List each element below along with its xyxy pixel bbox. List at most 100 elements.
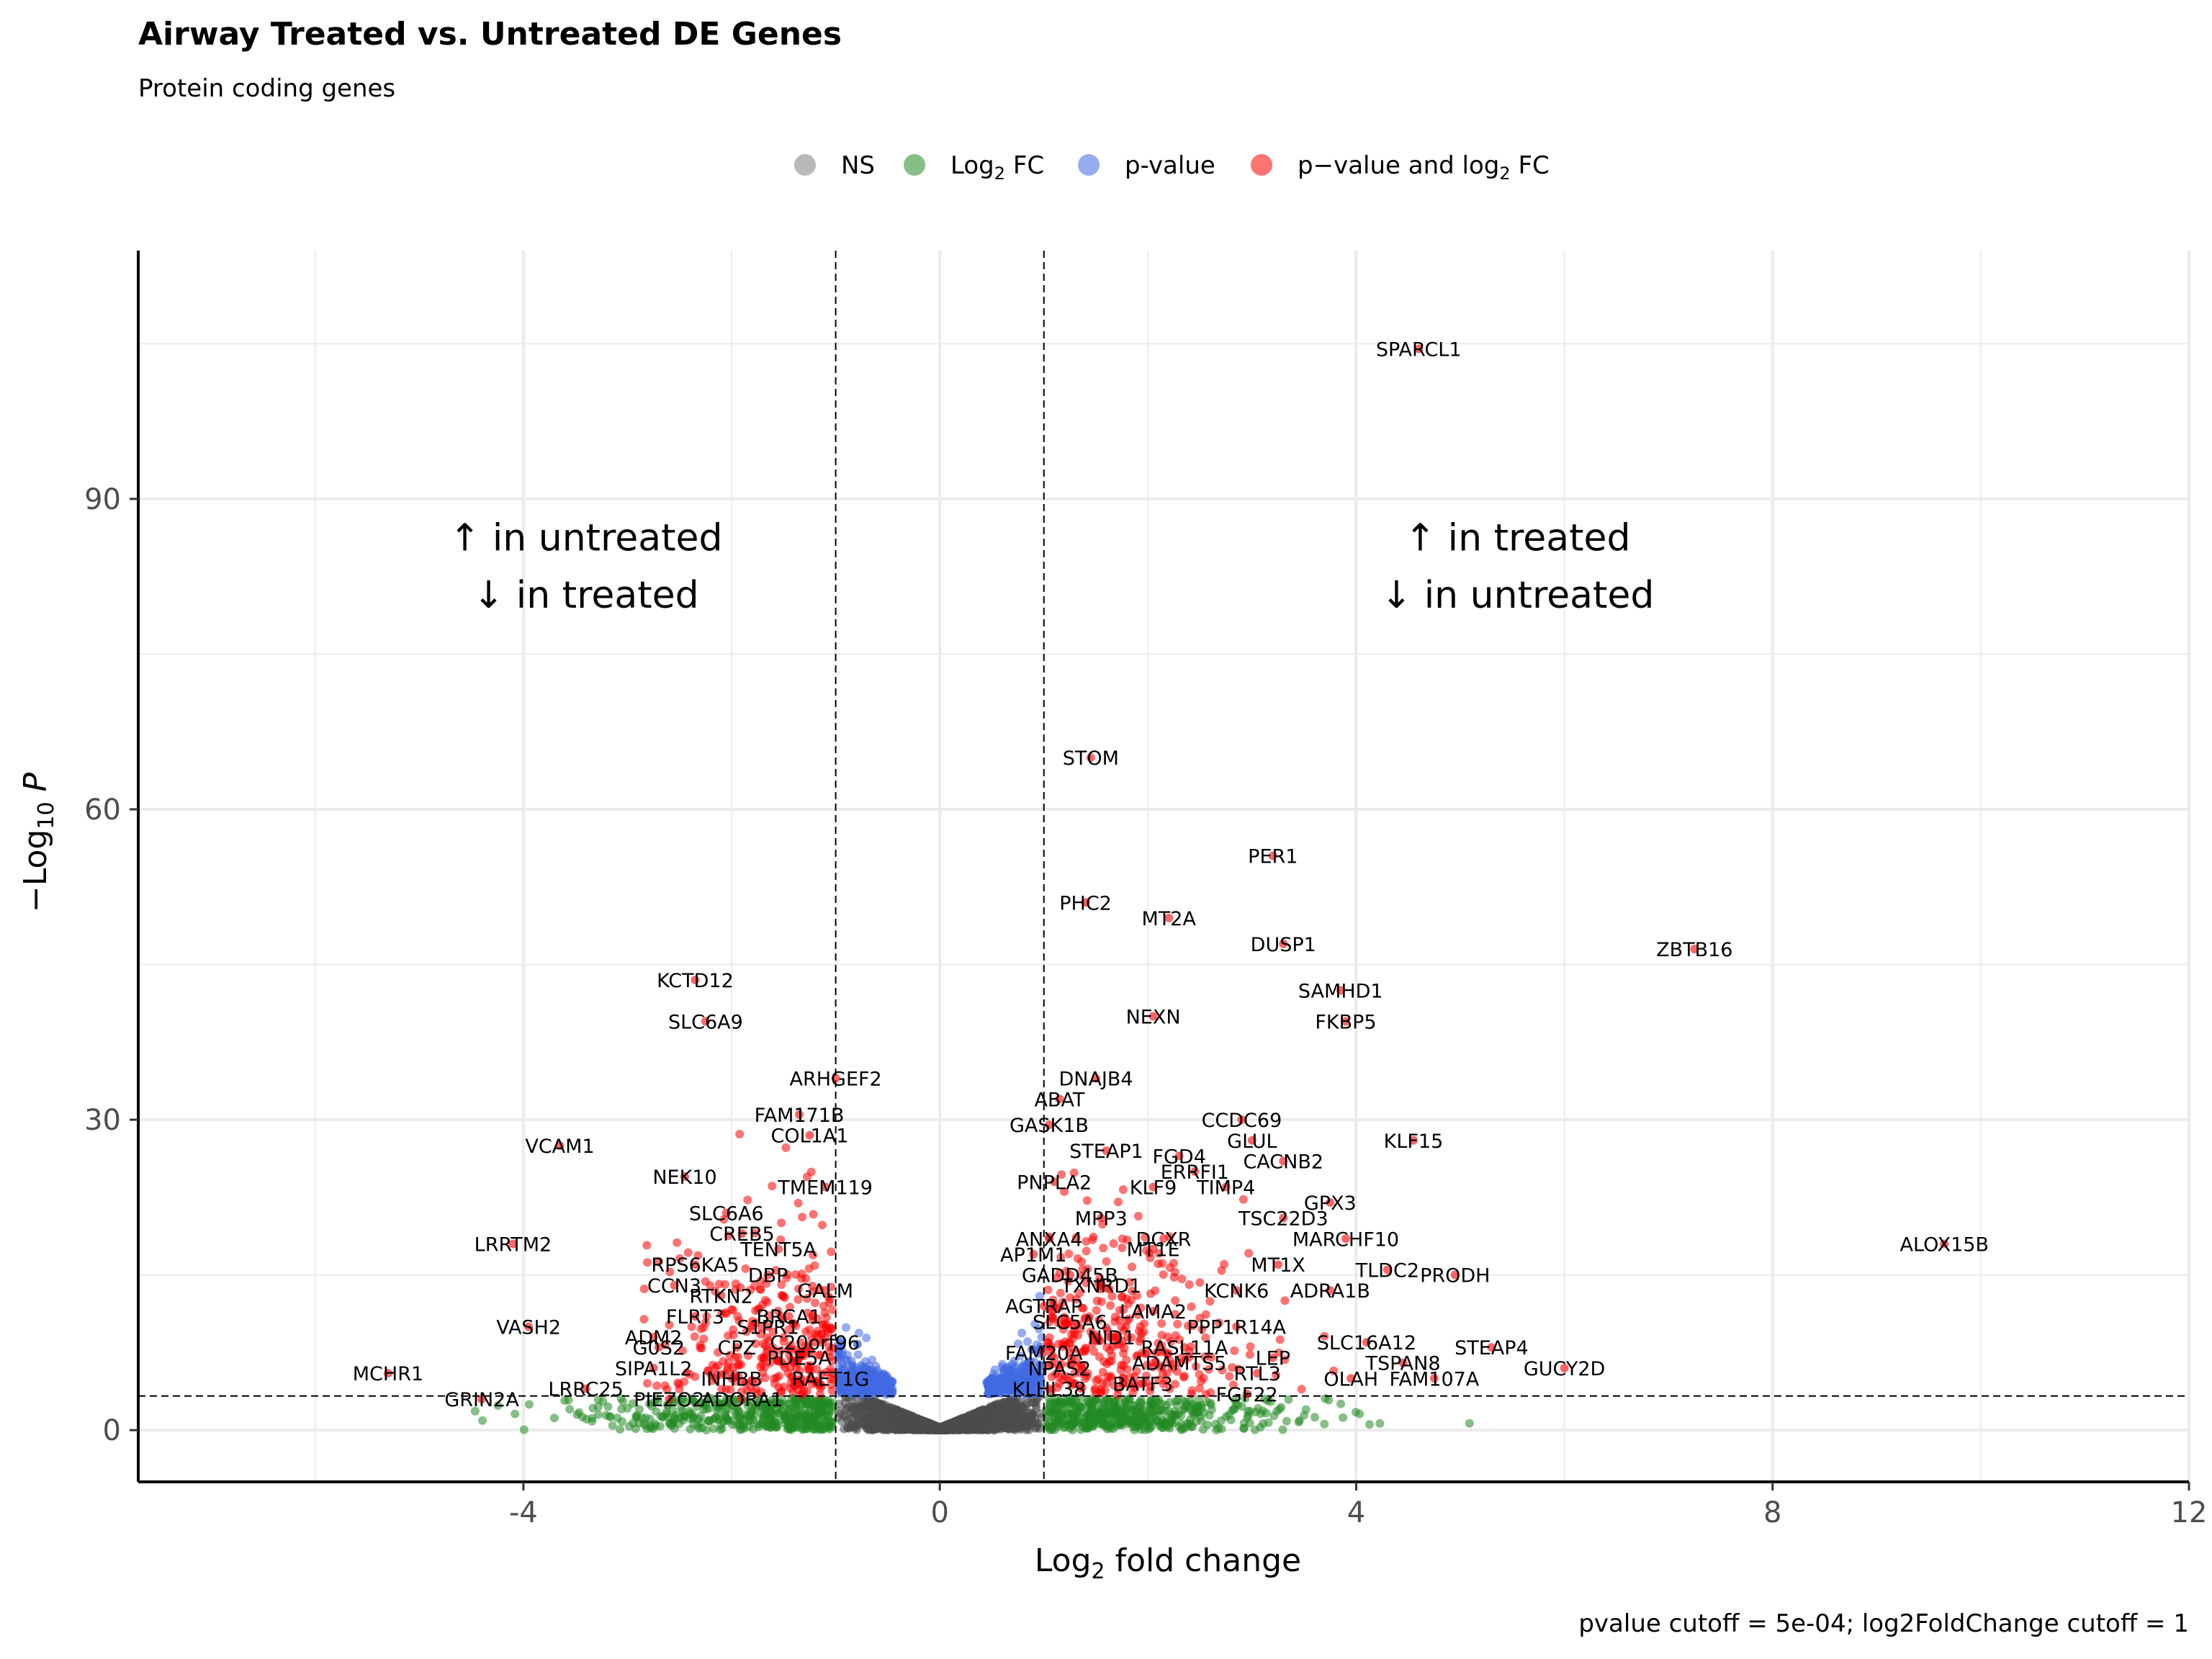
log2fc-point [1174,1410,1183,1419]
log2fc-point [670,1413,679,1422]
ns-point [889,1406,899,1415]
significant-point [1177,1274,1187,1284]
pvalue-point [841,1323,850,1332]
point-label: MT1X [1251,1254,1305,1277]
point-label: FLRT3 [666,1306,724,1328]
log2fc-point [1179,1424,1189,1433]
ns-point [1004,1424,1013,1434]
log2fc-point [665,1419,674,1428]
log2fc-point [613,1413,622,1423]
ns-point [891,1415,900,1424]
ns-point [1025,1425,1034,1434]
significant-point [775,1372,783,1380]
significant-point [734,1359,744,1369]
point-label: SAMHD1 [1298,980,1383,1002]
ns-point [1022,1399,1031,1408]
point-label: TMEM119 [777,1177,873,1199]
significant-point [1107,1357,1116,1365]
pvalue-point [862,1334,871,1342]
significant-point [1082,1246,1091,1256]
ns-point [939,1422,948,1431]
log2fc-point [1107,1419,1116,1428]
ns-point [986,1402,995,1411]
log2fc-point [478,1416,487,1425]
log2fc-point [572,1410,582,1419]
log2fc-point [1146,1417,1156,1426]
significant-point [827,1247,836,1256]
point-label: NEK10 [652,1166,716,1189]
log2fc-point [632,1411,642,1420]
log2fc-point [1364,1420,1374,1429]
point-label: MT1E [1127,1239,1180,1262]
pvalue-point [855,1390,864,1399]
significant-point [818,1220,827,1230]
log2fc-point [1159,1423,1167,1432]
point-label: FKBP5 [1315,1012,1376,1034]
point-label: RTKN2 [689,1285,752,1308]
significant-point [1099,1244,1108,1253]
log2fc-point [1043,1411,1052,1421]
log2fc-point [1094,1398,1103,1407]
log2fc-point [1195,1412,1205,1421]
log2fc-point [824,1421,833,1430]
chart-subtitle: Protein coding genes [138,74,395,103]
log2fc-point [470,1406,480,1416]
significant-point [768,1182,777,1191]
significant-point [1109,1239,1118,1248]
ns-point [852,1410,861,1419]
log2fc-point [1129,1401,1138,1411]
ns-point [919,1425,927,1434]
background-points [470,1130,1474,1435]
significant-point [673,1238,682,1247]
log2fc-point [1339,1413,1348,1422]
log2fc-point [1045,1400,1054,1409]
point-label: LAMA2 [1120,1301,1187,1323]
point-label: DUSP1 [1251,934,1316,956]
log2fc-point [696,1411,706,1421]
point-label: PHC2 [1059,892,1112,914]
significant-point [1170,1267,1179,1277]
log2fc-point [1202,1398,1211,1407]
point-label: NEXN [1126,1006,1181,1028]
significant-point [1280,1296,1290,1305]
point-label: KLF9 [1130,1177,1177,1199]
log2fc-point [1230,1405,1239,1414]
point-label: DBP [748,1265,788,1287]
point-label: MT2A [1142,908,1197,930]
log2fc-point [588,1413,597,1423]
point-label: MARCHF10 [1292,1228,1399,1251]
significant-point [1195,1384,1204,1393]
point-label: COL1A1 [770,1125,848,1148]
log2fc-point [588,1403,598,1413]
ns-point [873,1411,882,1421]
significant-point [1100,1357,1109,1367]
point-label: STOM [1063,747,1119,770]
log2fc-point [737,1424,746,1434]
ns-point [855,1401,864,1411]
ns-point [1017,1421,1026,1430]
legend-swatch-both [1251,154,1272,176]
significant-point [697,1344,706,1353]
log2fc-point [690,1398,699,1407]
pvalue-point [871,1362,881,1371]
legend-swatch-fc [904,154,925,176]
log2fc-point [1207,1405,1216,1414]
log2fc-point [1123,1413,1132,1423]
log2fc-point [1073,1407,1082,1416]
chart-title: Airway Treated vs. Untreated DE Genes [138,16,842,53]
point-label: MPP3 [1075,1208,1128,1231]
significant-point [1110,1317,1120,1326]
point-label: TENT5A [739,1239,817,1262]
legend-label-p: p-value [1125,151,1215,180]
log2fc-point [1084,1395,1094,1405]
log2fc-point [1115,1419,1125,1428]
significant-point [1118,1234,1127,1244]
significant-point [1096,1385,1105,1394]
log2fc-point [1056,1396,1065,1406]
ns-point [907,1421,917,1431]
ns-point [992,1415,1002,1424]
significant-point [1184,1280,1194,1289]
log2fc-point [603,1402,613,1411]
log2fc-point [1105,1398,1114,1407]
significant-point [1073,1254,1082,1263]
